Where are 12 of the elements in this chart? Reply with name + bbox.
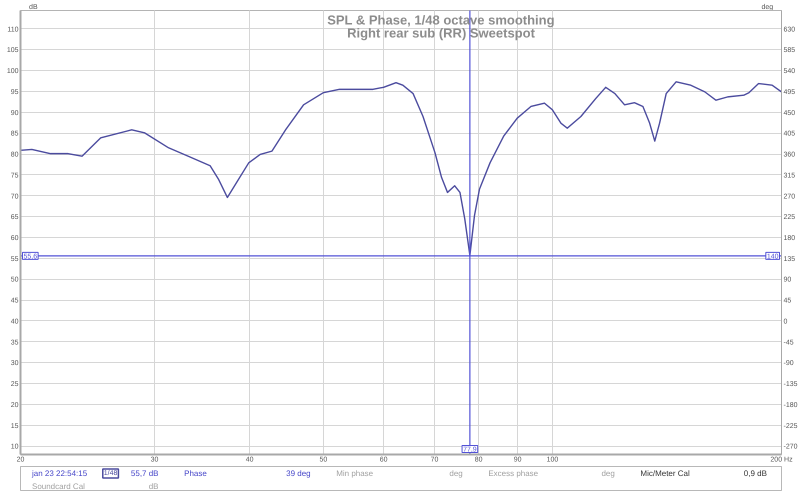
text: Soundcard Cal (32, 482, 86, 491)
text: deg (449, 469, 463, 478)
text: Phase (184, 469, 208, 478)
text: 39 deg (286, 469, 311, 478)
text: 55,7 dB (130, 469, 159, 478)
text: Excess phase (488, 469, 539, 478)
text: Mic/Meter Cal (640, 469, 690, 478)
text: deg (601, 469, 615, 478)
text: Min phase (336, 469, 374, 478)
legend-label: jan 23 22:54:15 (31, 469, 88, 478)
text: dB (148, 482, 159, 491)
text: 0,9 dB (744, 469, 767, 478)
